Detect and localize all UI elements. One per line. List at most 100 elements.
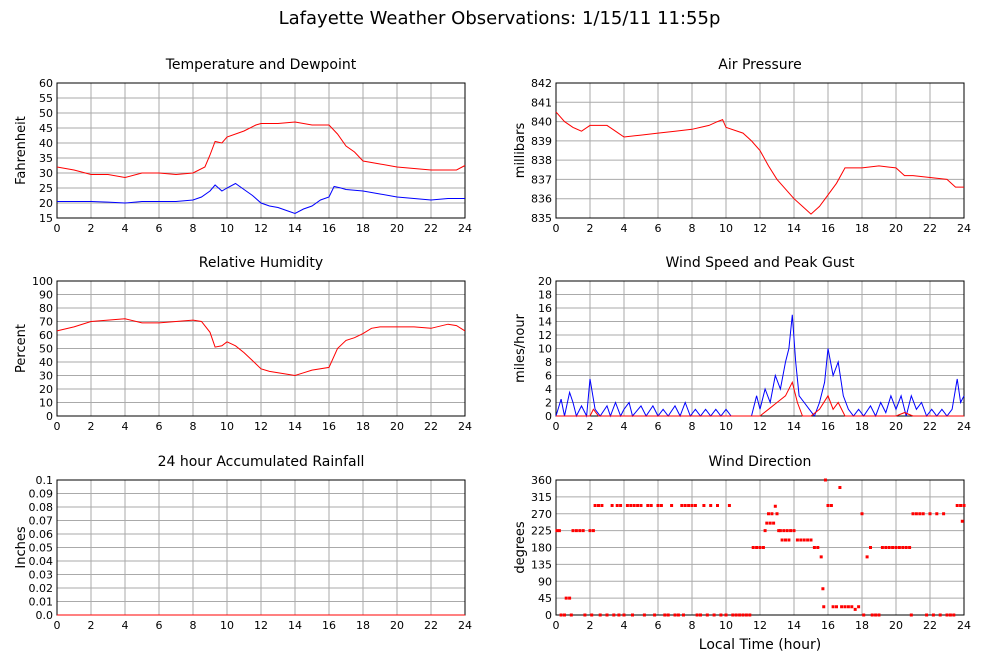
- y-tick-label: 225: [531, 525, 552, 538]
- data-point: [588, 529, 592, 533]
- plot-frame: [56, 280, 466, 417]
- x-tick-label: 6: [156, 619, 163, 632]
- data-point: [702, 504, 706, 507]
- data-point: [925, 613, 929, 617]
- y-axis-label: Inches: [14, 526, 29, 568]
- data-point: [731, 613, 735, 617]
- data-point: [591, 529, 595, 533]
- data-point: [767, 512, 770, 516]
- y-tick-label: 841: [531, 96, 552, 109]
- data-point: [928, 512, 932, 516]
- data-point: [636, 504, 640, 507]
- data-point: [631, 613, 634, 617]
- data-point: [914, 512, 918, 516]
- data-point: [775, 512, 779, 516]
- x-tick-label: 18: [855, 222, 869, 235]
- data-point: [962, 504, 966, 507]
- x-tick-label: 20: [390, 222, 404, 235]
- y-tick-label: 90: [39, 289, 53, 302]
- x-tick-label: 4: [122, 619, 129, 632]
- x-tick-label: 4: [621, 222, 628, 235]
- y-axis-label: Fahrenheit: [14, 116, 29, 185]
- data-point: [690, 504, 694, 507]
- data-point: [612, 613, 616, 617]
- data-point: [712, 613, 716, 617]
- data-point: [785, 529, 789, 533]
- series-line-0: [56, 121, 466, 179]
- data-point: [597, 504, 600, 507]
- y-tick-label: 0.1: [36, 474, 54, 487]
- x-tick-label: 4: [621, 619, 628, 632]
- x-tick-label: 12: [254, 619, 268, 632]
- y-tick-label: 180: [531, 542, 552, 555]
- x-tick-label: 14: [288, 222, 302, 235]
- x-tick-label: 0: [553, 222, 560, 235]
- x-tick-label: 2: [88, 222, 95, 235]
- data-point: [826, 504, 830, 507]
- data-point: [784, 538, 787, 542]
- series-line-1: [556, 380, 964, 417]
- data-point: [653, 613, 657, 617]
- y-tick-label: 100: [32, 275, 53, 288]
- data-point: [682, 613, 685, 617]
- data-point: [629, 504, 633, 507]
- x-tick-label: 12: [254, 420, 268, 433]
- data-point: [887, 546, 891, 549]
- data-point: [673, 613, 677, 617]
- y-tick-label: 80: [39, 302, 53, 315]
- data-point: [600, 504, 604, 507]
- y-tick-label: 55: [39, 92, 53, 105]
- x-tick-label: 16: [821, 619, 835, 632]
- data-point: [583, 613, 587, 617]
- data-point: [829, 504, 833, 507]
- x-tick-label: 0: [54, 222, 61, 235]
- x-tick-label: 0: [54, 619, 61, 632]
- data-point: [773, 504, 777, 508]
- y-tick-label: 836: [531, 193, 552, 206]
- data-point: [778, 529, 782, 533]
- data-point: [617, 613, 621, 617]
- y-tick-label: 0.09: [29, 488, 54, 501]
- data-point: [884, 546, 888, 549]
- data-point: [563, 613, 566, 617]
- y-tick-label: 0.08: [29, 501, 54, 514]
- x-tick-label: 16: [322, 222, 336, 235]
- data-point: [891, 546, 895, 549]
- data-point: [581, 529, 585, 533]
- x-tick-label: 6: [655, 420, 662, 433]
- data-point: [931, 613, 935, 617]
- data-point: [699, 613, 702, 617]
- chart-title: Temperature and Dewpoint: [165, 57, 357, 73]
- data-point: [853, 607, 857, 611]
- y-tick-label: 270: [531, 508, 552, 521]
- x-tick-label: 16: [322, 420, 336, 433]
- data-point: [666, 613, 670, 617]
- x-tick-label: 0: [553, 420, 560, 433]
- data-point: [748, 613, 752, 617]
- data-point: [835, 605, 838, 609]
- data-point: [755, 546, 759, 549]
- y-tick-label: 6: [545, 370, 552, 383]
- x-tick-label: 12: [254, 222, 268, 235]
- data-point: [656, 504, 660, 507]
- x-tick-label: 2: [587, 420, 594, 433]
- x-tick-label: 0: [54, 420, 61, 433]
- y-tick-label: 837: [531, 173, 552, 186]
- data-point: [948, 613, 952, 617]
- data-point: [894, 546, 898, 549]
- x-tick-label: 4: [122, 420, 129, 433]
- y-tick-label: 135: [531, 558, 552, 571]
- y-tick-label: 45: [39, 122, 53, 135]
- data-point: [812, 546, 816, 549]
- x-tick-label: 18: [356, 420, 370, 433]
- y-tick-label: 50: [39, 343, 53, 356]
- y-tick-label: 838: [531, 154, 552, 167]
- y-tick-label: 12: [538, 329, 552, 342]
- data-point: [741, 613, 745, 617]
- x-tick-label: 10: [719, 222, 733, 235]
- data-point: [659, 504, 663, 507]
- data-point: [683, 504, 687, 507]
- y-tick-label: 10: [538, 343, 552, 356]
